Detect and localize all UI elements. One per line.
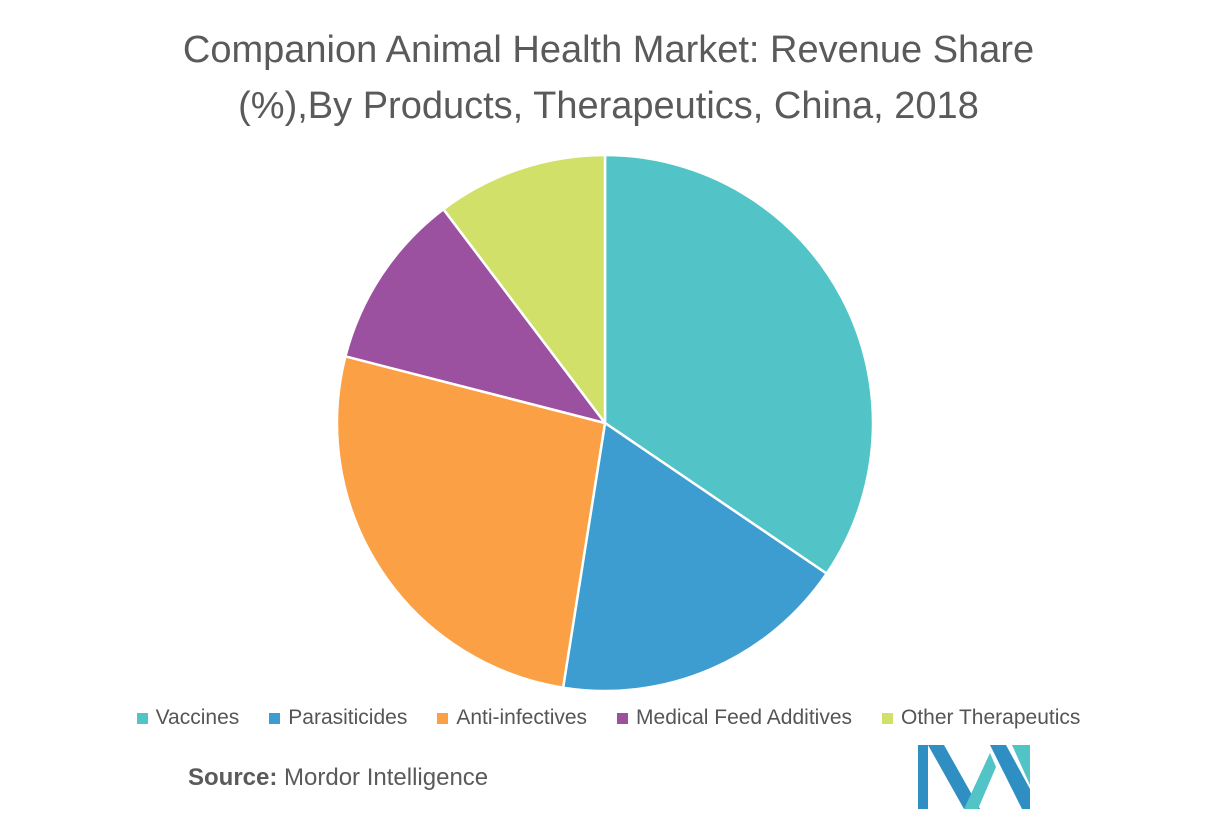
logo-right-diagonal: [990, 745, 1030, 809]
legend-label: Parasiticides: [288, 706, 408, 729]
legend-swatch: [882, 712, 893, 724]
source-prefix: Source:: [188, 764, 278, 791]
legend-item-parasiticides: Parasiticides: [269, 706, 407, 730]
pie-chart: [335, 153, 875, 693]
legend-swatch: [617, 712, 629, 724]
pie-slice-parasiticides: [561, 421, 828, 693]
logo-right-leg: [1012, 745, 1030, 785]
legend-swatch: [269, 712, 281, 724]
legend-label: Vaccines: [155, 706, 240, 729]
logo-center-peak: [964, 753, 996, 809]
legend-label: Anti-infectives: [456, 706, 588, 729]
chart-title-line1: Companion Animal Health Market: Revenue …: [182, 29, 1035, 71]
pie-slice-medical-feed-additives: [344, 207, 607, 425]
pie-slice-vaccines: [603, 153, 875, 575]
source-note: Source: Mordor Intelligence: [188, 764, 488, 792]
source-text: Mordor Intelligence: [284, 764, 489, 791]
legend-item-vaccines: Vaccines: [136, 706, 240, 730]
legend-swatch: [437, 712, 449, 724]
pie-slice-other-therapeutics: [442, 153, 607, 425]
legend-item-medical-feed-additives: Medical Feed Additives: [617, 706, 852, 730]
logo-left-leg: [918, 745, 928, 809]
chart-title: Companion Animal Health Market: Revenue …: [0, 22, 1217, 134]
legend-label: Medical Feed Additives: [636, 706, 852, 729]
chart-legend: Vaccines Parasiticides Anti-infectives Medi…: [0, 706, 1217, 730]
legend-swatch: [136, 712, 148, 724]
legend-item-other-therapeutics: Other Therapeutics: [882, 706, 1080, 730]
pie-slice-anti-infectives: [335, 355, 607, 689]
legend-item-anti-infectives: Anti-infectives: [437, 706, 587, 730]
legend-label: Other Therapeutics: [901, 706, 1081, 729]
mordor-intelligence-logo: [918, 745, 1030, 809]
logo-left-diagonal: [928, 745, 980, 809]
chart-title-line2: (%),By Products, Therapeutics, China, 20…: [238, 85, 979, 127]
